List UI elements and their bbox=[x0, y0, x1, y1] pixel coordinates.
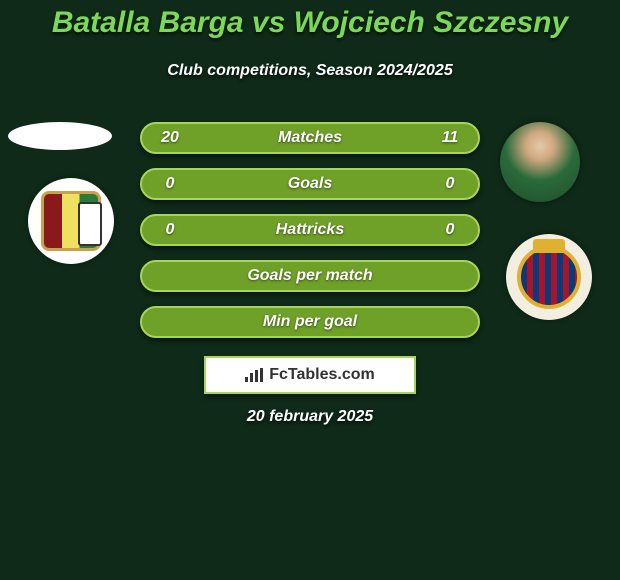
club-right-crest bbox=[517, 245, 581, 309]
stat-label: Min per goal bbox=[182, 313, 438, 331]
stat-left-value: 0 bbox=[158, 175, 182, 193]
player-left-avatar bbox=[8, 122, 112, 150]
stat-right-value: 0 bbox=[438, 221, 462, 239]
logo-box: FcTables.com bbox=[204, 356, 416, 394]
stat-left-value: 20 bbox=[158, 129, 182, 147]
stat-label: Goals bbox=[182, 175, 438, 193]
bar-chart-icon bbox=[245, 368, 263, 382]
stat-right-value: 0 bbox=[438, 175, 462, 193]
stat-label: Hattricks bbox=[182, 221, 438, 239]
club-left-badge bbox=[28, 178, 114, 264]
stat-row: 0Hattricks0 bbox=[140, 214, 480, 246]
stat-row: Goals per match bbox=[140, 260, 480, 292]
date-label: 20 february 2025 bbox=[0, 408, 620, 426]
player-right-photo bbox=[500, 122, 580, 202]
stat-left-value: 0 bbox=[158, 221, 182, 239]
stat-label: Goals per match bbox=[182, 267, 438, 285]
logo-text: FcTables.com bbox=[269, 366, 375, 384]
stat-label: Matches bbox=[182, 129, 438, 147]
comparison-card: Batalla Barga vs Wojciech Szczesny Club … bbox=[0, 0, 620, 580]
player-right-avatar bbox=[500, 122, 580, 202]
stat-right-value: 11 bbox=[438, 129, 462, 147]
club-right-badge bbox=[506, 234, 592, 320]
stat-row: 0Goals0 bbox=[140, 168, 480, 200]
stat-row: Min per goal bbox=[140, 306, 480, 338]
stat-row: 20Matches11 bbox=[140, 122, 480, 154]
page-title: Batalla Barga vs Wojciech Szczesny bbox=[0, 6, 620, 40]
subtitle: Club competitions, Season 2024/2025 bbox=[0, 62, 620, 80]
club-left-crest bbox=[41, 191, 101, 251]
